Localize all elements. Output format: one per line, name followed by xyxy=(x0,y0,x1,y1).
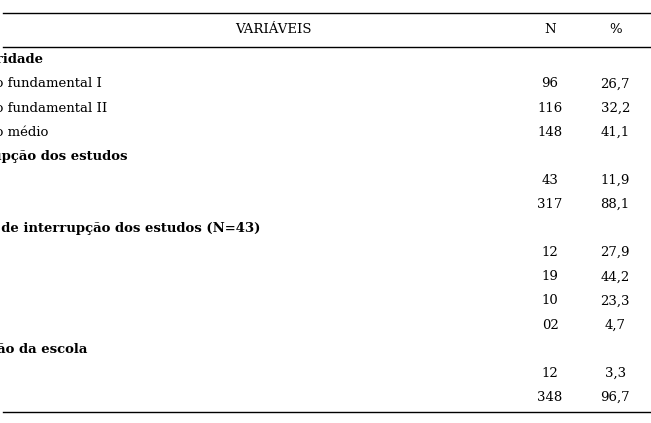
Text: 12: 12 xyxy=(542,246,559,259)
Text: 32,2: 32,2 xyxy=(600,102,630,115)
Text: Ensino médio: Ensino médio xyxy=(0,126,48,139)
Text: 3,3: 3,3 xyxy=(605,367,626,380)
Text: 317: 317 xyxy=(538,198,562,211)
Text: %: % xyxy=(609,23,622,36)
Text: Tempo de interrupção dos estudos (N=43): Tempo de interrupção dos estudos (N=43) xyxy=(0,222,260,235)
Text: 96: 96 xyxy=(542,77,559,91)
Text: 44,2: 44,2 xyxy=(601,270,630,283)
Text: 26,7: 26,7 xyxy=(600,77,630,91)
Text: 19: 19 xyxy=(542,270,559,283)
Text: 116: 116 xyxy=(538,102,562,115)
Text: Expulsão da escola: Expulsão da escola xyxy=(0,343,87,356)
Text: 4,7: 4,7 xyxy=(605,319,626,332)
Text: 12: 12 xyxy=(542,367,559,380)
Text: N: N xyxy=(544,23,556,36)
Text: Ensino fundamental I: Ensino fundamental I xyxy=(0,77,102,91)
Text: 27,9: 27,9 xyxy=(600,246,630,259)
Text: 96,7: 96,7 xyxy=(600,391,630,404)
Text: VARIÁVEIS: VARIÁVEIS xyxy=(235,23,312,36)
Text: Ensino fundamental II: Ensino fundamental II xyxy=(0,102,107,115)
Text: Escolaridade: Escolaridade xyxy=(0,53,43,66)
Text: 23,3: 23,3 xyxy=(600,294,630,308)
Text: 10: 10 xyxy=(542,294,559,308)
Text: 348: 348 xyxy=(538,391,562,404)
Text: 148: 148 xyxy=(538,126,562,139)
Text: 43: 43 xyxy=(542,174,559,187)
Text: 02: 02 xyxy=(542,319,559,332)
Text: Interrupção dos estudos: Interrupção dos estudos xyxy=(0,150,128,163)
Text: 88,1: 88,1 xyxy=(601,198,630,211)
Text: 11,9: 11,9 xyxy=(600,174,630,187)
Text: 41,1: 41,1 xyxy=(601,126,630,139)
